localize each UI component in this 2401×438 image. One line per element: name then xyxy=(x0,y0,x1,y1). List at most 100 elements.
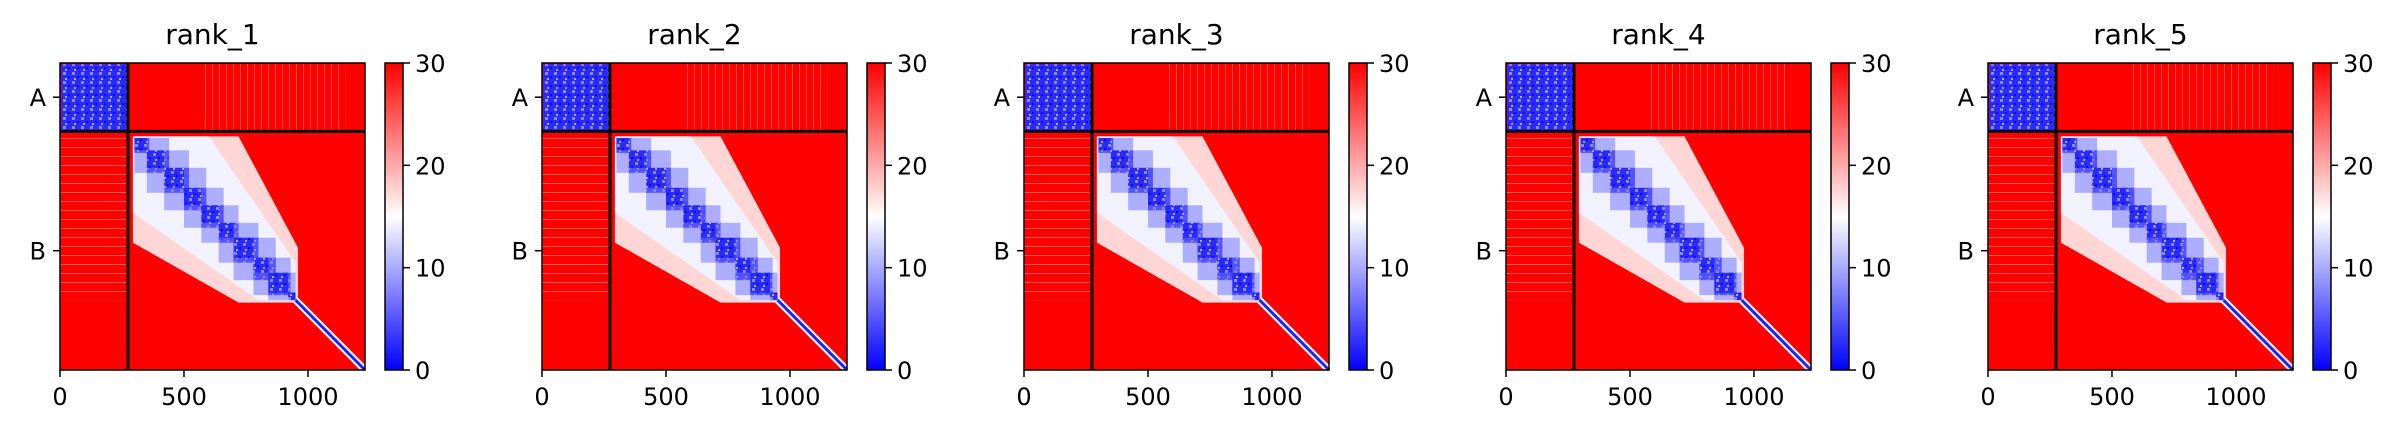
colorbar-tick-label: 30 xyxy=(1861,50,1892,78)
diagonal-block xyxy=(616,137,632,153)
colorbar-tick-label: 20 xyxy=(1379,152,1410,180)
colorbar-gradient xyxy=(866,62,886,371)
diagonal-block xyxy=(665,187,689,211)
colorbar-gradient xyxy=(2312,62,2332,371)
diagonal-block xyxy=(683,205,706,228)
colorbar-tick-label: 0 xyxy=(415,357,430,385)
offdiagonal-block xyxy=(1629,167,1653,193)
plot-frame xyxy=(1987,62,2294,371)
y-tick-label: B xyxy=(994,238,1010,266)
offdiagonal-block xyxy=(628,137,652,153)
y-tick-label: A xyxy=(994,84,1011,112)
offdiagonal-block xyxy=(233,257,259,281)
panel-title: rank_5 xyxy=(2093,18,2187,51)
x-tick-label: 0 xyxy=(1980,383,1995,411)
interchain-region-ba xyxy=(1506,133,1574,301)
diagonal-block xyxy=(770,292,778,301)
diagonal-block xyxy=(2129,205,2152,228)
diagonal-block xyxy=(1098,137,1114,153)
colorbar-gradient xyxy=(1348,62,1368,371)
colorbar-tick-label: 20 xyxy=(2343,152,2374,180)
diagonal-block xyxy=(146,150,170,173)
x-tick-label: 0 xyxy=(1498,383,1513,411)
interchain-region-ab xyxy=(2130,63,2274,132)
panel-5: rank_5 A B 0 500 1000 0 10 20 30 xyxy=(1958,18,2374,411)
colorbar-tick-label: 20 xyxy=(415,152,446,180)
diagonal-block xyxy=(268,272,291,296)
y-tick-label: A xyxy=(1476,84,1493,112)
diagonal-block xyxy=(2074,150,2098,173)
offdiagonal-block xyxy=(1147,205,1171,228)
offdiagonal-block xyxy=(268,292,291,301)
colorbar-gradient xyxy=(384,62,404,371)
offdiagonal-block xyxy=(1610,187,1635,211)
diagonal-line xyxy=(2222,299,2295,372)
colorbar-tick-label: 10 xyxy=(897,255,928,283)
panel-title: rank_4 xyxy=(1611,18,1705,51)
x-tick-label: 0 xyxy=(534,383,549,411)
x-tick-label: 500 xyxy=(2089,383,2135,411)
x-tick-label: 1000 xyxy=(1241,383,1302,411)
colorbar-tick-label: 10 xyxy=(2343,255,2374,283)
chain-a-block xyxy=(61,64,127,131)
offdiagonal-block xyxy=(683,187,706,211)
offdiagonal-block xyxy=(1734,272,1742,296)
diagonal-block xyxy=(2216,292,2224,301)
diagonal-line xyxy=(294,299,367,372)
panel-title: rank_1 xyxy=(165,18,259,51)
offdiagonal-block xyxy=(2216,272,2224,296)
offdiagonal-block xyxy=(735,237,758,263)
colorbar-tick-label: 20 xyxy=(897,152,928,180)
chain-a-block xyxy=(543,64,609,131)
panel-3: rank_3 A B 0 500 1000 0 10 20 30 xyxy=(994,18,1410,411)
colorbar-tick-label: 20 xyxy=(1861,152,1892,180)
offdiagonal-block xyxy=(700,205,721,228)
colorbar-tick-label: 0 xyxy=(897,357,912,385)
colorbar: 0 10 20 30 xyxy=(2312,50,2374,385)
offdiagonal-block xyxy=(253,237,276,263)
offdiagonal-block xyxy=(1197,257,1223,281)
colorbar-tick-label: 10 xyxy=(1379,255,1410,283)
diagonal-block xyxy=(2062,137,2078,153)
chain-a-block xyxy=(1025,64,1091,131)
y-tick-label: B xyxy=(1958,238,1974,266)
offdiagonal-block xyxy=(2074,137,2098,153)
diagonal-block xyxy=(2196,272,2219,296)
offdiagonal-block xyxy=(1580,150,1596,173)
panel-title: rank_3 xyxy=(1129,18,1223,51)
offdiagonal-block xyxy=(183,167,207,193)
diagonal-line xyxy=(1258,299,1331,372)
chain-a-block xyxy=(1507,64,1573,131)
offdiagonal-block xyxy=(2129,187,2152,211)
diagonal-block xyxy=(1165,205,1188,228)
offdiagonal-block xyxy=(1629,205,1653,228)
offdiagonal-block xyxy=(665,205,689,228)
diagonal-block xyxy=(1592,150,1616,173)
offdiagonal-block xyxy=(1110,167,1134,193)
offdiagonal-block xyxy=(1679,257,1705,281)
interchain-region-ba xyxy=(1988,133,2056,301)
diagonal-block xyxy=(1714,272,1737,296)
colorbar: 0 10 20 30 xyxy=(1348,50,1410,385)
colorbar: 0 10 20 30 xyxy=(384,50,446,385)
offdiagonal-block xyxy=(1647,187,1670,211)
colorbar-tick-label: 30 xyxy=(2343,50,2374,78)
colorbar-tick-label: 30 xyxy=(1379,50,1410,78)
x-tick-label: 1000 xyxy=(1723,383,1784,411)
diagonal-block xyxy=(1647,205,1670,228)
plot-frame xyxy=(1023,62,1330,371)
diagonal-block xyxy=(288,292,296,301)
offdiagonal-block xyxy=(2074,167,2098,193)
plot-frame xyxy=(1505,62,1812,371)
panel-title: rank_2 xyxy=(647,18,741,51)
offdiagonal-block xyxy=(1699,237,1722,263)
offdiagonal-block xyxy=(146,167,170,193)
offdiagonal-block xyxy=(2111,167,2135,193)
interchain-region-ba xyxy=(60,133,128,301)
offdiagonal-block xyxy=(750,292,773,301)
plot-frame xyxy=(541,62,848,371)
offdiagonal-block xyxy=(164,150,189,173)
panel-4: rank_4 A B 0 500 1000 0 10 20 30 xyxy=(1476,18,1892,411)
offdiagonal-block xyxy=(164,187,189,211)
